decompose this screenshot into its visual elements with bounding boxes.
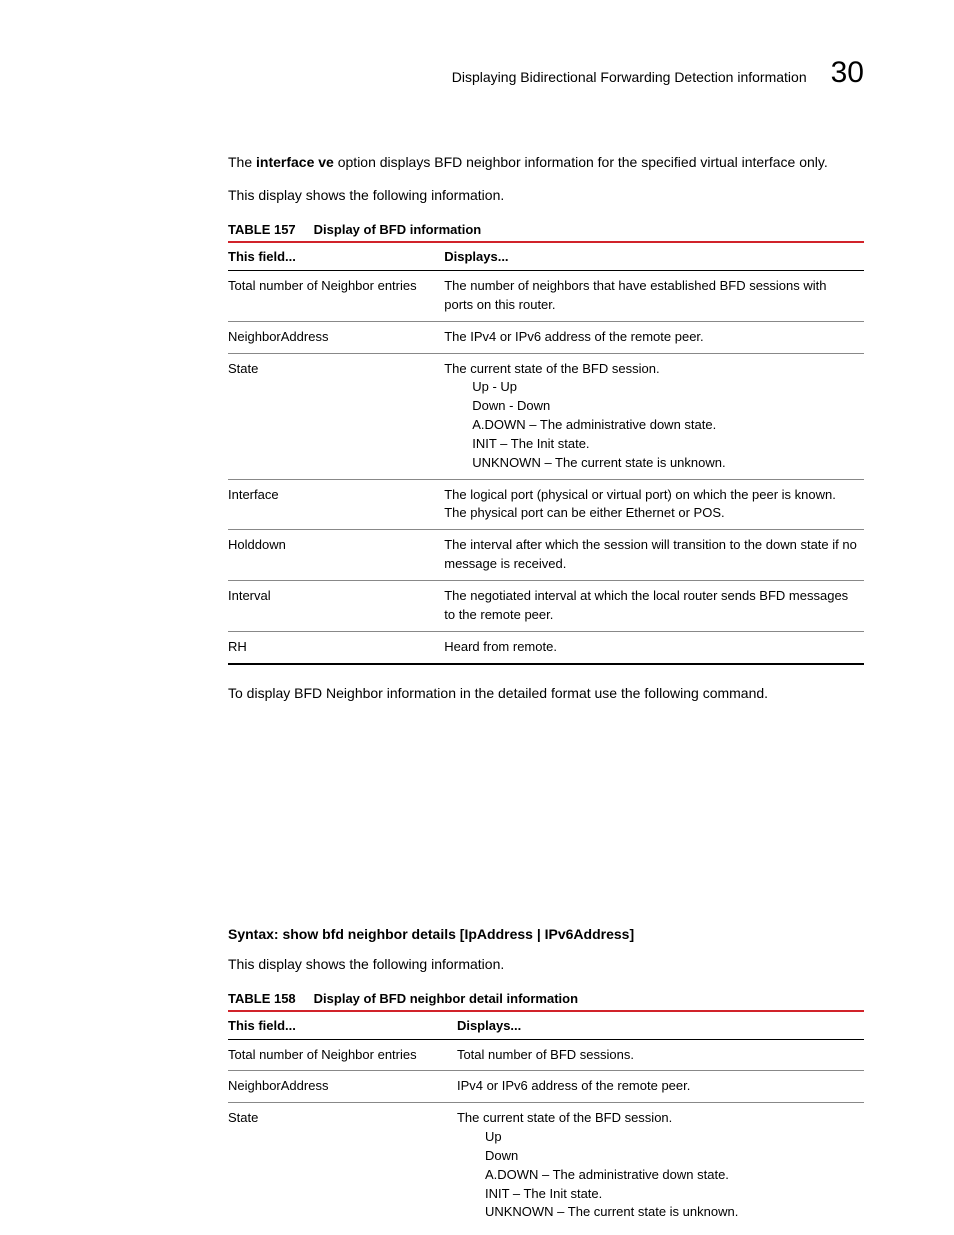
table158-caption: TABLE 158 Display of BFD neighbor detail … <box>228 991 864 1006</box>
field-cell: Interface <box>228 479 444 530</box>
desc-cell: IPv4 or IPv6 address of the remote peer. <box>457 1071 864 1103</box>
field-cell: State <box>228 1103 457 1229</box>
table157-desc: Display of BFD information <box>314 222 482 237</box>
table-row: StateThe current state of the BFD sessio… <box>228 1103 864 1229</box>
desc-line: The logical port (physical or virtual po… <box>444 486 858 524</box>
sub-line: A.DOWN – The administrative down state. <box>472 416 858 435</box>
running-header: Displaying Bidirectional Forwarding Dete… <box>228 56 864 90</box>
sub-line: Up <box>485 1128 858 1147</box>
table158-label: TABLE 158 <box>228 991 296 1006</box>
table-row: Total number of Neighbor entriesThe numb… <box>228 271 864 322</box>
desc-line: The negotiated interval at which the loc… <box>444 587 858 625</box>
desc-line: Total number of BFD sessions. <box>457 1046 858 1065</box>
sub-list: UpDownA.DOWN – The administrative down s… <box>457 1128 858 1222</box>
desc-line: Heard from remote. <box>444 638 858 657</box>
desc-cell: The logical port (physical or virtual po… <box>444 479 864 530</box>
table-row: IntervalThe negotiated interval at which… <box>228 580 864 631</box>
table-row: HolddownThe interval after which the ses… <box>228 530 864 581</box>
desc-cell: Total number of BFD sessions. <box>457 1039 864 1071</box>
desc-cell: The interval after which the session wil… <box>444 530 864 581</box>
sub-line: INIT – The Init state. <box>472 435 858 454</box>
desc-cell: The current state of the BFD session.Up … <box>444 353 864 479</box>
desc-cell: The current state of the BFD session.UpD… <box>457 1103 864 1229</box>
table-row: NeighborAddressThe IPv4 or IPv6 address … <box>228 321 864 353</box>
desc-cell: The IPv4 or IPv6 address of the remote p… <box>444 321 864 353</box>
table-header-row: This field... Displays... <box>228 1011 864 1040</box>
desc-line: The current state of the BFD session. <box>444 360 858 379</box>
desc-cell: Heard from remote. <box>444 631 864 663</box>
sub-line: Down <box>485 1147 858 1166</box>
sub-line: Up - Up <box>472 378 858 397</box>
field-cell: NeighborAddress <box>228 1071 457 1103</box>
table157-label: TABLE 157 <box>228 222 296 237</box>
table-row: StateThe current state of the BFD sessio… <box>228 353 864 479</box>
desc-line: The current state of the BFD session. <box>457 1109 858 1128</box>
table158-desc: Display of BFD neighbor detail informati… <box>314 991 578 1006</box>
sub-line: UNKNOWN – The current state is unknown. <box>485 1203 858 1222</box>
field-cell: Holddown <box>228 530 444 581</box>
table-157: This field... Displays... Total number o… <box>228 241 864 665</box>
field-cell: Interval <box>228 580 444 631</box>
leadin-2: This display shows the following informa… <box>228 954 864 975</box>
table158-col2-header: Displays... <box>457 1011 864 1040</box>
intro-leadin: This display shows the following informa… <box>228 185 864 206</box>
table-row: NeighborAddressIPv4 or IPv6 address of t… <box>228 1071 864 1103</box>
desc-cell: The number of neighbors that have establ… <box>444 271 864 322</box>
sub-line: Down - Down <box>472 397 858 416</box>
running-title: Displaying Bidirectional Forwarding Dete… <box>452 69 807 85</box>
intro-prefix: The <box>228 154 256 170</box>
table157-caption: TABLE 157 Display of BFD information <box>228 222 864 237</box>
table-row: Total number of Neighbor entriesTotal nu… <box>228 1039 864 1071</box>
syntax-line: Syntax: show bfd neighbor details [IpAdd… <box>228 926 864 942</box>
sub-list: Up - UpDown - DownA.DOWN – The administr… <box>444 378 858 472</box>
intro-sentence: The interface ve option displays BFD nei… <box>228 152 864 173</box>
table-row: InterfaceThe logical port (physical or v… <box>228 479 864 530</box>
after-table157-text: To display BFD Neighbor information in t… <box>228 683 864 704</box>
intro-bold-term: interface ve <box>256 154 334 170</box>
sub-line: A.DOWN – The administrative down state. <box>485 1166 858 1185</box>
intro-suffix: option displays BFD neighbor information… <box>334 154 828 170</box>
desc-cell: The negotiated interval at which the loc… <box>444 580 864 631</box>
desc-line: The interval after which the session wil… <box>444 536 858 574</box>
table-row: RHHeard from remote. <box>228 631 864 663</box>
field-cell: NeighborAddress <box>228 321 444 353</box>
chapter-number: 30 <box>831 56 864 90</box>
table-158: This field... Displays... Total number o… <box>228 1010 864 1229</box>
field-cell: Total number of Neighbor entries <box>228 271 444 322</box>
table157-col1-header: This field... <box>228 242 444 271</box>
desc-line: The number of neighbors that have establ… <box>444 277 858 315</box>
sub-line: INIT – The Init state. <box>485 1185 858 1204</box>
table157-col2-header: Displays... <box>444 242 864 271</box>
table158-col1-header: This field... <box>228 1011 457 1040</box>
table-header-row: This field... Displays... <box>228 242 864 271</box>
sub-line: UNKNOWN – The current state is unknown. <box>472 454 858 473</box>
field-cell: State <box>228 353 444 479</box>
desc-line: The IPv4 or IPv6 address of the remote p… <box>444 328 858 347</box>
page: Displaying Bidirectional Forwarding Dete… <box>0 0 954 1235</box>
desc-line: IPv4 or IPv6 address of the remote peer. <box>457 1077 858 1096</box>
field-cell: RH <box>228 631 444 663</box>
field-cell: Total number of Neighbor entries <box>228 1039 457 1071</box>
vertical-gap <box>228 716 864 926</box>
